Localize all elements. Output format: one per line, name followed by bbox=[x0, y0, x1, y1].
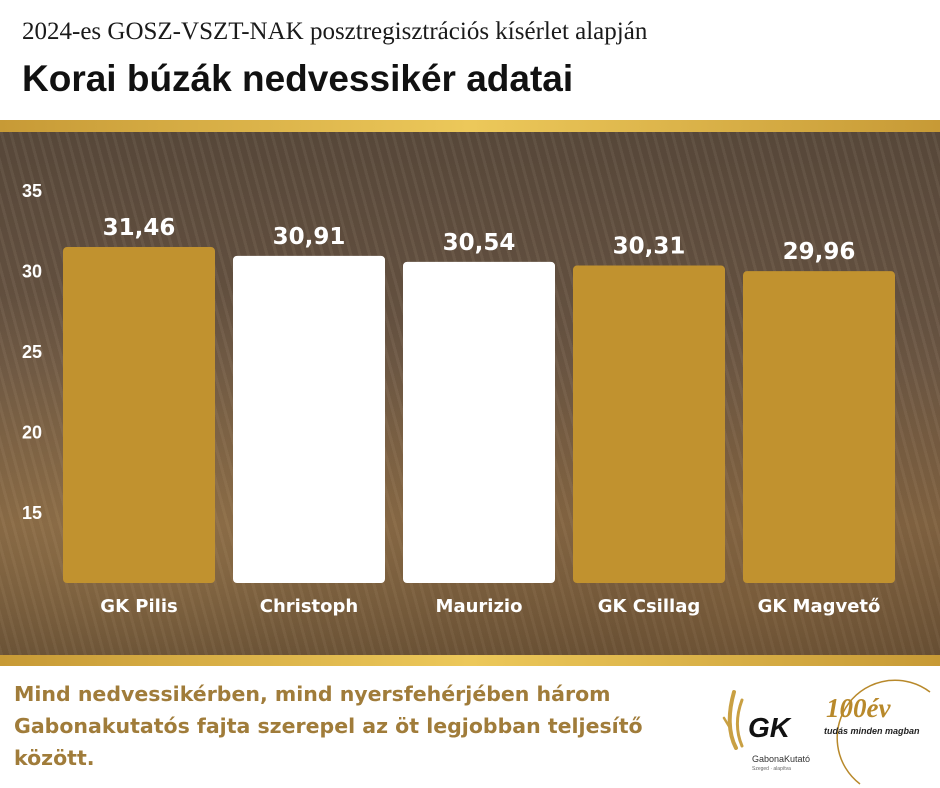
x-tick-label: Maurizio bbox=[436, 596, 523, 617]
chart-subtitle: 2024-es GOSZ-VSZT-NAK posztregisztrációs… bbox=[22, 18, 648, 45]
caption-text: Mind nedvessikérben, mind nyersfehérjébe… bbox=[14, 682, 643, 770]
data-label: 30,31 bbox=[613, 234, 686, 260]
gold-divider-top bbox=[0, 120, 940, 132]
gold-divider-bottom bbox=[0, 655, 940, 666]
logo-name: GabonaKutató bbox=[752, 754, 811, 764]
x-tick-label: Christoph bbox=[260, 596, 358, 617]
data-label: 30,54 bbox=[443, 230, 516, 256]
logo-brand: GK bbox=[748, 712, 790, 743]
y-tick-label: 35 bbox=[22, 181, 42, 201]
logo-tagline: tudás minden magban bbox=[824, 726, 920, 736]
x-tick-label: GK Pilis bbox=[100, 596, 177, 617]
y-tick-label: 30 bbox=[22, 262, 42, 282]
data-label: 31,46 bbox=[103, 215, 176, 241]
logo-anniversary: 100év bbox=[826, 693, 891, 723]
bar bbox=[63, 247, 215, 583]
bar bbox=[233, 255, 385, 583]
data-label: 29,96 bbox=[783, 239, 856, 265]
chart-title: Korai búzák nedvessikér adatai bbox=[22, 58, 574, 99]
bar bbox=[573, 265, 725, 583]
anniversary-arc bbox=[836, 679, 931, 785]
bar bbox=[743, 271, 895, 583]
x-tick-label: GK Magvető bbox=[758, 596, 881, 617]
logo-location: Szeged · alapítva bbox=[752, 766, 791, 772]
y-tick-label: 20 bbox=[22, 423, 42, 443]
bar bbox=[403, 261, 555, 583]
y-tick-label: 15 bbox=[22, 503, 42, 523]
data-label: 30,91 bbox=[273, 224, 346, 250]
wheat-logo-icon bbox=[722, 690, 744, 750]
y-tick-label: 25 bbox=[22, 342, 42, 362]
x-tick-label: GK Csillag bbox=[598, 596, 700, 617]
bar-chart: 15 20 25 30 35 31,46 GK Pilis 30,91 Christoph 30,… bbox=[22, 181, 895, 617]
